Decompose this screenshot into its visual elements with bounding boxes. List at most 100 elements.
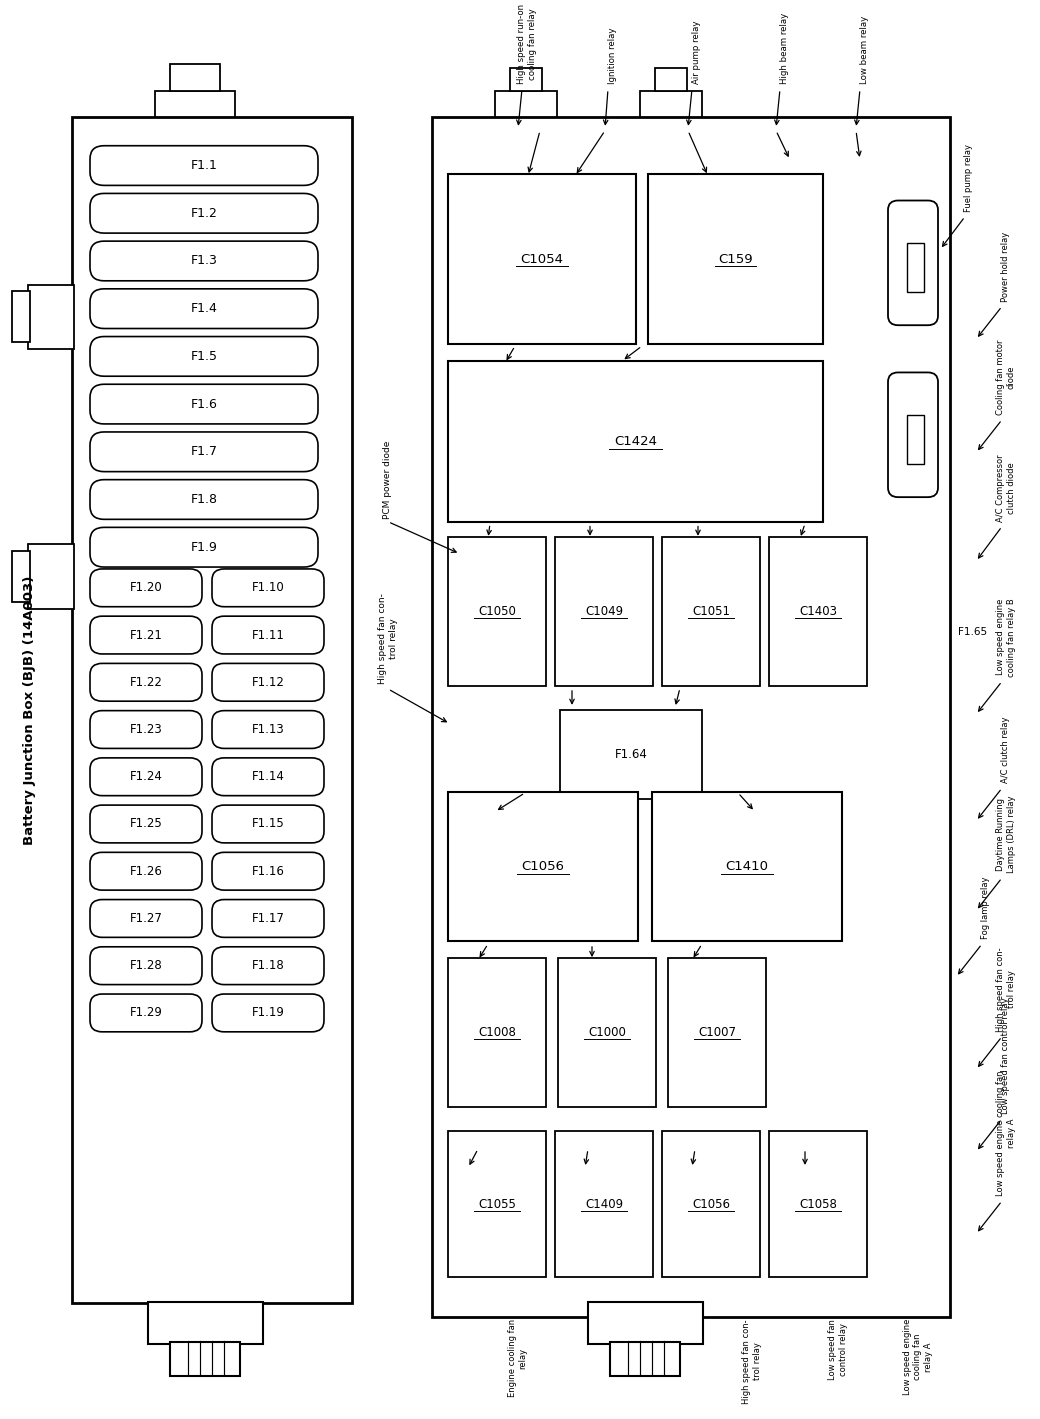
Text: F1.27: F1.27 (130, 912, 162, 925)
FancyBboxPatch shape (90, 569, 202, 607)
FancyBboxPatch shape (90, 289, 318, 329)
Bar (448, 360, 823, 522)
Text: High speed run-on
cooling fan relay: High speed run-on cooling fan relay (517, 4, 537, 84)
FancyBboxPatch shape (212, 711, 324, 748)
Text: F1.20: F1.20 (130, 582, 162, 595)
Text: F1.24: F1.24 (130, 771, 162, 783)
Text: A/C clutch relay: A/C clutch relay (1002, 717, 1011, 783)
Text: F1.22: F1.22 (130, 675, 162, 688)
Text: Engine cooling fan
relay: Engine cooling fan relay (509, 1320, 527, 1398)
Bar (560, 710, 702, 799)
Text: F1.64: F1.64 (615, 748, 648, 761)
Bar (28, 285, 74, 349)
FancyBboxPatch shape (90, 758, 202, 796)
Text: Low beam relay: Low beam relay (860, 16, 869, 84)
Bar (495, 91, 557, 118)
FancyBboxPatch shape (90, 193, 318, 233)
Bar (907, 243, 924, 292)
Text: F1.5: F1.5 (190, 350, 217, 363)
Text: F1.8: F1.8 (190, 492, 217, 507)
Bar (558, 958, 656, 1107)
Text: C159: C159 (719, 253, 753, 265)
FancyBboxPatch shape (90, 616, 202, 654)
Text: Daytime Running
Lamps (DRL) relay: Daytime Running Lamps (DRL) relay (996, 796, 1016, 873)
FancyBboxPatch shape (90, 241, 318, 281)
Bar (640, 91, 702, 118)
Bar (448, 175, 636, 343)
Text: Fog lamp relay: Fog lamp relay (982, 877, 990, 939)
Bar (662, 536, 760, 685)
Text: C1058: C1058 (799, 1198, 837, 1210)
Text: C1007: C1007 (698, 1026, 736, 1039)
Text: C1000: C1000 (588, 1026, 626, 1039)
Bar (12, 551, 30, 602)
Bar (448, 536, 546, 685)
Text: High speed fan con-
trol relay: High speed fan con- trol relay (996, 948, 1016, 1032)
Text: F1.6: F1.6 (190, 397, 217, 410)
Text: High beam relay: High beam relay (780, 13, 789, 84)
Text: C1050: C1050 (478, 604, 516, 617)
Text: A/C Compressor
clutch diode: A/C Compressor clutch diode (996, 454, 1016, 522)
Bar (72, 118, 352, 1303)
Text: C1055: C1055 (478, 1198, 516, 1210)
Text: F1.26: F1.26 (130, 864, 162, 878)
Text: C1056: C1056 (521, 860, 565, 873)
Text: F1.19: F1.19 (252, 1006, 284, 1019)
Bar (769, 536, 867, 685)
Bar (448, 958, 546, 1107)
Text: Cooling fan motor
diode: Cooling fan motor diode (996, 339, 1016, 414)
Text: Battery Junction Box (BJB) (14A003): Battery Junction Box (BJB) (14A003) (24, 576, 36, 846)
Bar (610, 1342, 680, 1375)
Text: F1.14: F1.14 (252, 771, 284, 783)
FancyBboxPatch shape (212, 758, 324, 796)
Bar (655, 68, 687, 91)
Text: F1.10: F1.10 (252, 582, 284, 595)
FancyBboxPatch shape (90, 664, 202, 701)
Text: C1403: C1403 (799, 604, 837, 617)
Text: C1051: C1051 (692, 604, 730, 617)
Bar (588, 1303, 703, 1344)
Text: F1.29: F1.29 (130, 1006, 162, 1019)
Bar (555, 536, 653, 685)
Text: Low speed engine
cooling fan
relay A: Low speed engine cooling fan relay A (903, 1320, 933, 1395)
Bar (170, 1342, 240, 1375)
FancyBboxPatch shape (90, 480, 318, 519)
FancyBboxPatch shape (212, 616, 324, 654)
Bar (28, 545, 74, 609)
Text: F1.7: F1.7 (190, 446, 217, 458)
Text: F1.18: F1.18 (252, 959, 284, 972)
Bar (170, 64, 220, 91)
Text: High speed fan con-
trol relay: High speed fan con- trol relay (743, 1320, 761, 1403)
Bar (510, 68, 542, 91)
FancyBboxPatch shape (212, 995, 324, 1032)
FancyBboxPatch shape (90, 385, 318, 424)
Bar (668, 958, 766, 1107)
Text: Power hold relay: Power hold relay (1002, 231, 1011, 302)
FancyBboxPatch shape (90, 431, 318, 471)
Bar (662, 1131, 760, 1277)
FancyBboxPatch shape (90, 995, 202, 1032)
Text: C1410: C1410 (726, 860, 769, 873)
FancyBboxPatch shape (90, 528, 318, 568)
FancyBboxPatch shape (90, 853, 202, 890)
FancyBboxPatch shape (90, 805, 202, 843)
Text: Ignition relay: Ignition relay (608, 28, 618, 84)
Text: Low speed engine
cooling fan relay B: Low speed engine cooling fan relay B (996, 597, 1016, 677)
FancyBboxPatch shape (212, 853, 324, 890)
FancyBboxPatch shape (212, 900, 324, 938)
FancyBboxPatch shape (888, 372, 938, 497)
Text: Air pump relay: Air pump relay (693, 21, 702, 84)
Text: C1056: C1056 (692, 1198, 730, 1210)
Bar (769, 1131, 867, 1277)
Bar (648, 175, 823, 343)
Text: C1424: C1424 (614, 434, 657, 448)
Text: F1.25: F1.25 (130, 817, 162, 830)
Bar (432, 118, 950, 1317)
Bar (555, 1131, 653, 1277)
FancyBboxPatch shape (212, 946, 324, 985)
Text: F1.17: F1.17 (252, 912, 284, 925)
FancyBboxPatch shape (90, 900, 202, 938)
Text: F1.3: F1.3 (190, 254, 217, 267)
Bar (652, 792, 842, 941)
Text: F1.4: F1.4 (190, 302, 217, 315)
